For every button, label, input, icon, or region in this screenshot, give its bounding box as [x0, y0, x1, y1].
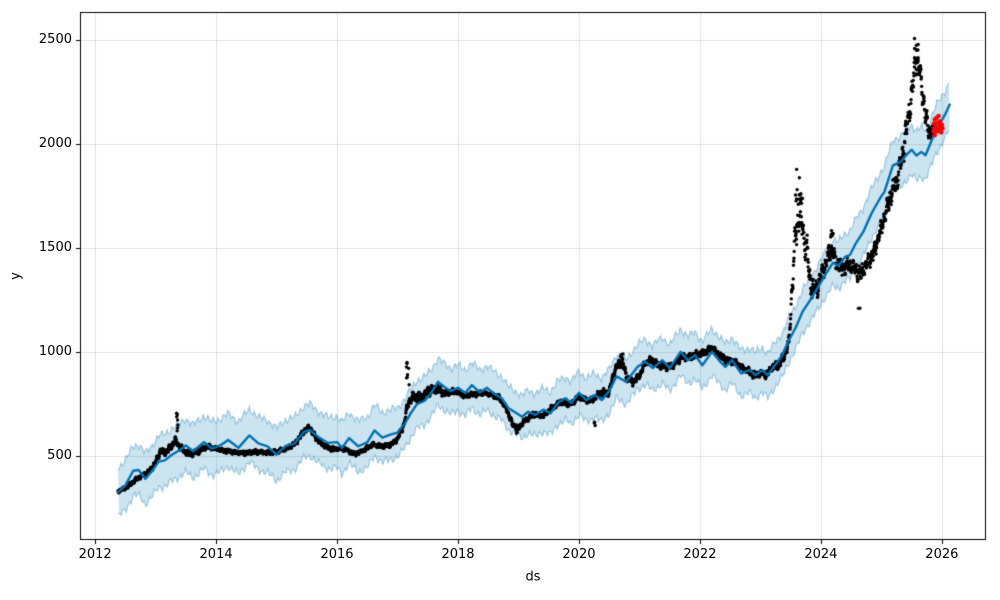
x-tick-label: 2024 [804, 547, 838, 562]
y-tick-label: 500 [47, 447, 72, 463]
x-tick-label: 2022 [683, 547, 717, 562]
x-tick-label: 2012 [78, 547, 112, 562]
y-tick-label: 1000 [38, 343, 72, 359]
x-tick-label: 2018 [441, 547, 475, 562]
x-tick-label: 2016 [320, 547, 354, 562]
x-tick-label: 2014 [199, 547, 233, 562]
y-tick-label: 2000 [38, 136, 72, 151]
y-tick-label: 2500 [38, 32, 72, 48]
y-tick-label: 1500 [38, 239, 72, 255]
y-axis-label: y [8, 272, 24, 280]
x-axis-label: ds [525, 569, 541, 585]
x-tick-label: 2026 [925, 547, 959, 562]
x-tick-label: 2020 [562, 547, 596, 562]
